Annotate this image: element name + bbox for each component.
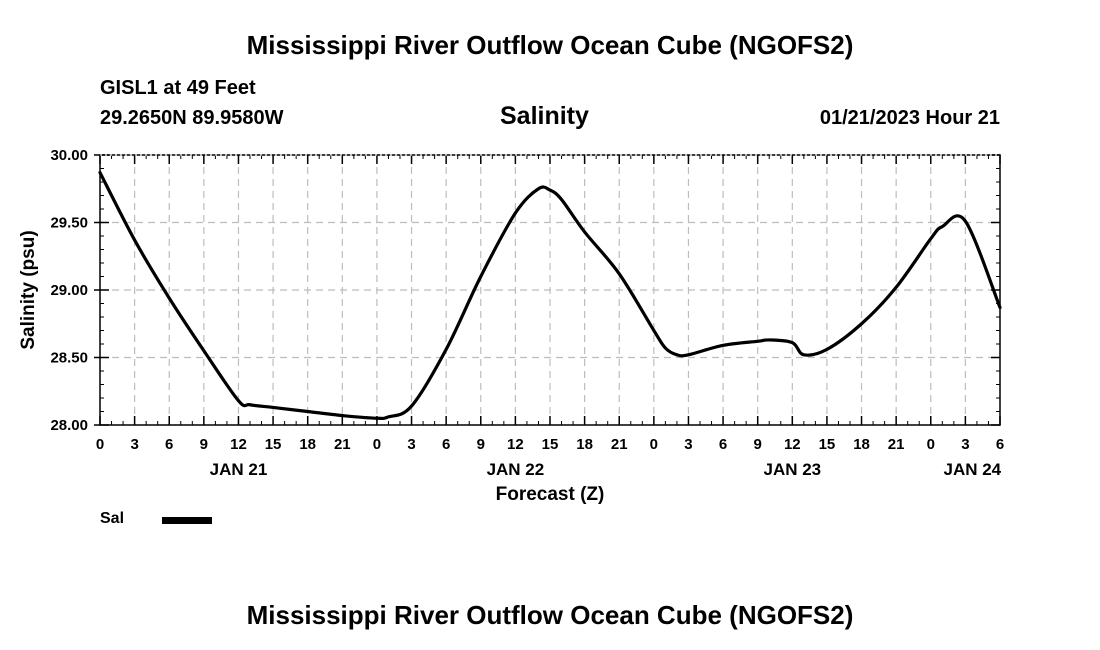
x-tick-label: 18 <box>299 436 316 453</box>
station-coordinates: 29.2650N 89.9580W <box>100 107 284 129</box>
date-label: JAN 22 <box>487 460 545 479</box>
station-label: GISL1 at 49 Feet <box>100 77 256 99</box>
y-tick-label: 28.00 <box>50 417 88 434</box>
x-tick-label: 0 <box>927 436 935 453</box>
x-tick-label: 3 <box>130 436 138 453</box>
forecast-datetime: 01/21/2023 Hour 21 <box>819 107 1000 129</box>
y-tick-label: 29.00 <box>50 282 88 299</box>
x-tick-label: 3 <box>961 436 969 453</box>
x-tick-label: 15 <box>542 436 559 453</box>
x-tick-label: 3 <box>684 436 692 453</box>
legend-label: Sal <box>100 510 125 527</box>
x-tick-label: 0 <box>650 436 658 453</box>
x-tick-label: 6 <box>165 436 173 453</box>
x-tick-label: 9 <box>200 436 208 453</box>
x-tick-label: 3 <box>407 436 415 453</box>
x-axis-label: Forecast (Z) <box>496 484 605 505</box>
variable-title: Salinity <box>500 102 589 130</box>
footer-title: Mississippi River Outflow Ocean Cube (NG… <box>246 600 854 630</box>
x-tick-label: 6 <box>719 436 727 453</box>
y-tick-label: 30.00 <box>50 147 88 164</box>
x-tick-label: 12 <box>784 436 801 453</box>
x-tick-label: 15 <box>265 436 282 453</box>
x-tick-label: 6 <box>996 436 1004 453</box>
x-tick-label: 9 <box>477 436 485 453</box>
x-tick-label: 0 <box>373 436 381 453</box>
x-tick-label: 21 <box>888 436 905 453</box>
date-label: JAN 21 <box>210 460 268 479</box>
x-tick-label: 6 <box>442 436 450 453</box>
x-tick-label: 21 <box>334 436 351 453</box>
y-tick-label: 29.50 <box>50 215 88 232</box>
x-tick-label: 12 <box>230 436 247 453</box>
x-tick-label: 15 <box>819 436 836 453</box>
x-tick-label: 12 <box>507 436 524 453</box>
x-tick-label: 18 <box>576 436 593 453</box>
x-tick-label: 21 <box>611 436 628 453</box>
x-tick-label: 18 <box>853 436 870 453</box>
y-axis-label: Salinity (psu) <box>18 230 39 349</box>
page-title: Mississippi River Outflow Ocean Cube (NG… <box>246 30 854 60</box>
date-label: JAN 23 <box>763 460 821 479</box>
y-tick-label: 28.50 <box>50 350 88 367</box>
x-tick-label: 0 <box>96 436 104 453</box>
legend-swatch <box>162 517 212 524</box>
date-label: JAN 24 <box>943 460 1001 479</box>
x-tick-label: 9 <box>754 436 762 453</box>
series-line-sal <box>98 170 1002 421</box>
